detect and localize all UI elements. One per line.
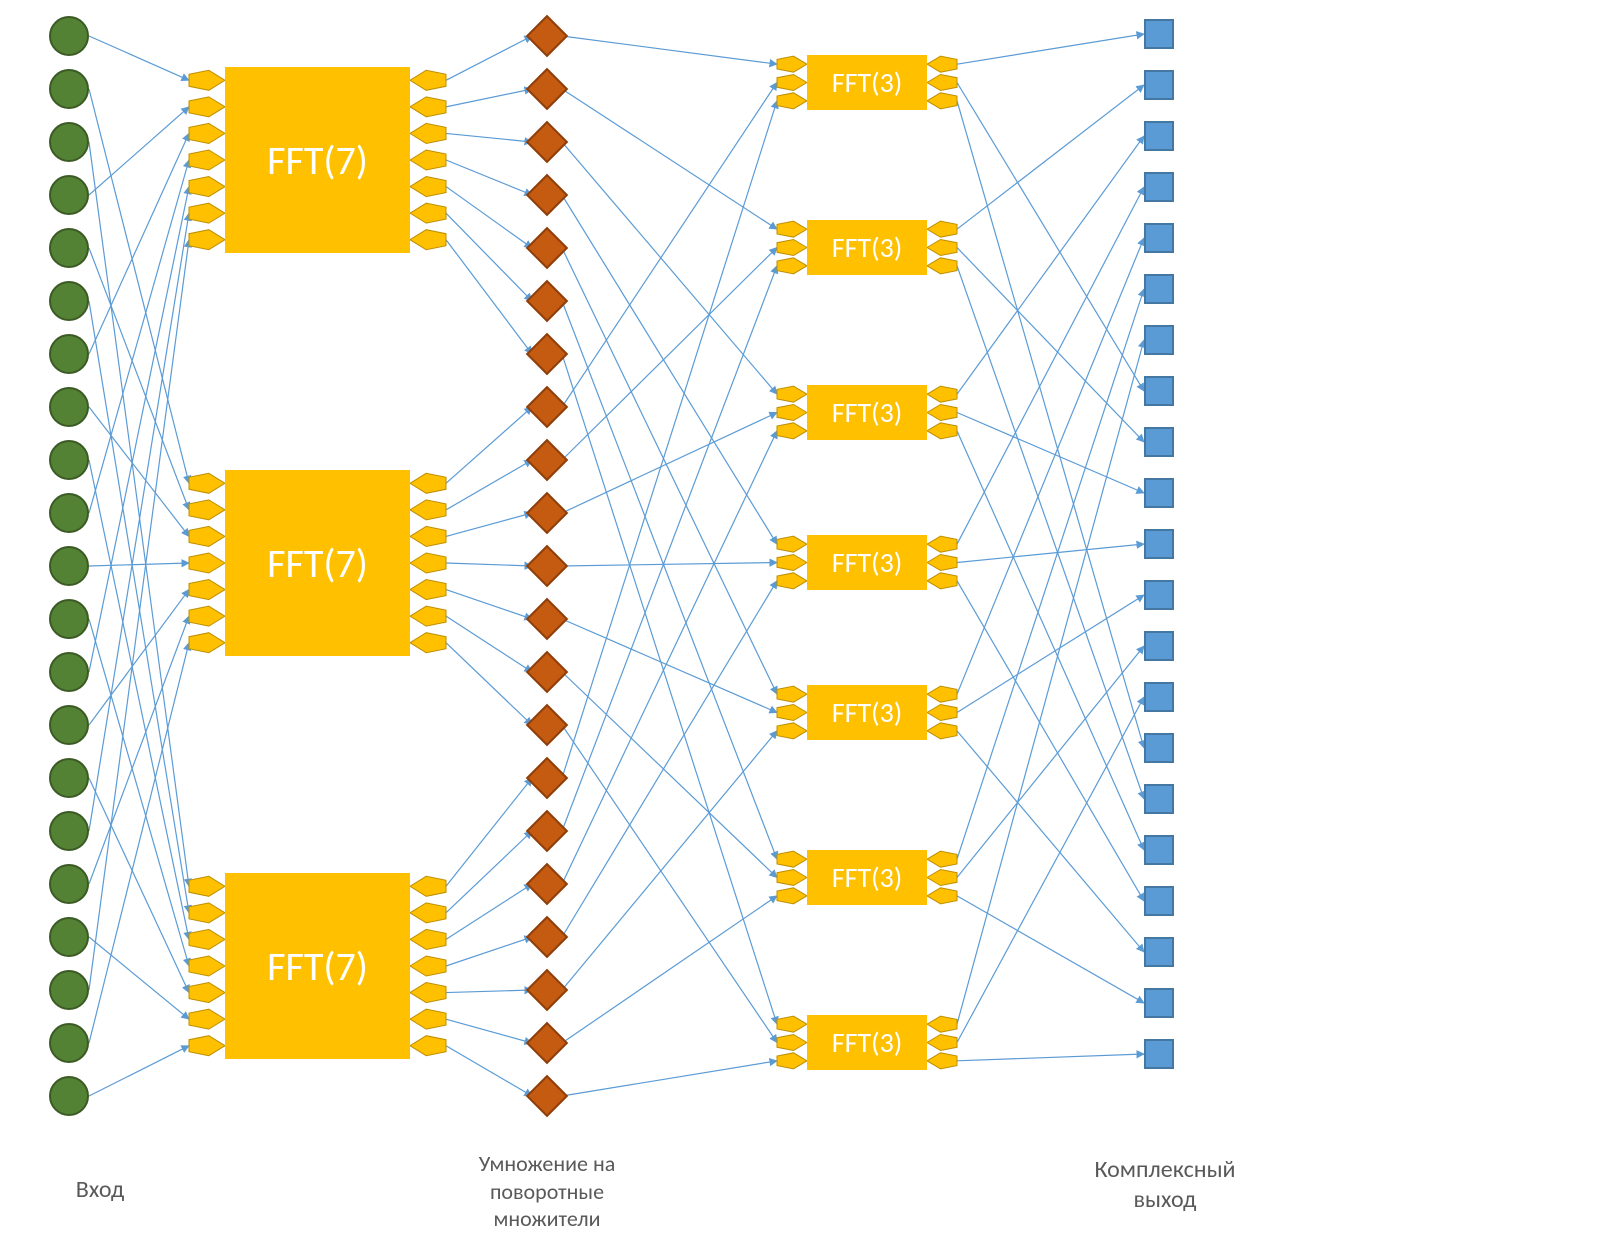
fft3-label: FFT(3) xyxy=(832,1025,903,1060)
twiddle-node xyxy=(526,15,568,57)
twiddle-node xyxy=(526,439,568,481)
fft3-box: FFT(3) xyxy=(807,685,927,740)
twiddle-node xyxy=(526,386,568,428)
output-node xyxy=(1144,529,1174,559)
output-node xyxy=(1144,580,1174,610)
fft3-label: FFT(3) xyxy=(832,545,903,580)
output-node xyxy=(1144,682,1174,712)
fft7-label: FFT(7) xyxy=(267,136,368,185)
input-node xyxy=(49,811,89,851)
twiddle-node xyxy=(526,174,568,216)
output-node xyxy=(1144,784,1174,814)
twiddle-node xyxy=(526,333,568,375)
twiddle-node xyxy=(526,280,568,322)
fft3-box: FFT(3) xyxy=(807,220,927,275)
twiddle-node xyxy=(526,916,568,958)
twiddle-node xyxy=(526,863,568,905)
fft7-box: FFT(7) xyxy=(225,873,410,1059)
input-node xyxy=(49,864,89,904)
output-node xyxy=(1144,988,1174,1018)
fft3-label: FFT(3) xyxy=(832,695,903,730)
fft7-label: FFT(7) xyxy=(267,539,368,588)
input-node xyxy=(49,652,89,692)
twiddle-node xyxy=(526,545,568,587)
fft3-box: FFT(3) xyxy=(807,55,927,110)
input-node xyxy=(49,387,89,427)
input-node xyxy=(49,69,89,109)
fft7-label: FFT(7) xyxy=(267,942,368,991)
input-node xyxy=(49,440,89,480)
output-node xyxy=(1144,19,1174,49)
input-node xyxy=(49,122,89,162)
output-node xyxy=(1144,70,1174,100)
twiddle-node xyxy=(526,651,568,693)
input-node xyxy=(49,599,89,639)
input-node xyxy=(49,334,89,374)
caption-input: Вход xyxy=(76,1175,124,1205)
input-node xyxy=(49,1023,89,1063)
input-node xyxy=(49,175,89,215)
twiddle-node xyxy=(526,1022,568,1064)
output-node xyxy=(1144,172,1174,202)
twiddle-node xyxy=(526,598,568,640)
fft7-box: FFT(7) xyxy=(225,470,410,656)
output-node xyxy=(1144,631,1174,661)
caption-twiddle: Умножение на поворотные множители xyxy=(479,1150,616,1233)
twiddle-node xyxy=(526,1075,568,1117)
input-node xyxy=(49,546,89,586)
twiddle-node xyxy=(526,969,568,1011)
fft3-label: FFT(3) xyxy=(832,395,903,430)
input-node xyxy=(49,228,89,268)
output-node xyxy=(1144,937,1174,967)
input-node xyxy=(49,281,89,321)
output-node xyxy=(1144,733,1174,763)
diagram-canvas: FFT(7) FFT(7) FFT(7) FFT(3) FFT(3) FFT(3) FFT(… xyxy=(0,0,1600,1254)
twiddle-node xyxy=(526,810,568,852)
output-node xyxy=(1144,427,1174,457)
output-node xyxy=(1144,1039,1174,1069)
input-node xyxy=(49,16,89,56)
input-node xyxy=(49,1076,89,1116)
twiddle-node xyxy=(526,227,568,269)
fft3-label: FFT(3) xyxy=(832,230,903,265)
output-node xyxy=(1144,835,1174,865)
fft3-box: FFT(3) xyxy=(807,1015,927,1070)
twiddle-node xyxy=(526,492,568,534)
input-node xyxy=(49,917,89,957)
fft3-box: FFT(3) xyxy=(807,385,927,440)
input-node xyxy=(49,493,89,533)
fft3-label: FFT(3) xyxy=(832,860,903,895)
output-node xyxy=(1144,121,1174,151)
input-node xyxy=(49,705,89,745)
output-node xyxy=(1144,325,1174,355)
output-node xyxy=(1144,223,1174,253)
fft3-label: FFT(3) xyxy=(832,65,903,100)
caption-output: Комплексный выход xyxy=(1094,1155,1235,1215)
fft7-box: FFT(7) xyxy=(225,67,410,253)
input-node xyxy=(49,758,89,798)
output-node xyxy=(1144,478,1174,508)
output-node xyxy=(1144,274,1174,304)
fft3-box: FFT(3) xyxy=(807,535,927,590)
twiddle-node xyxy=(526,704,568,746)
output-node xyxy=(1144,376,1174,406)
twiddle-node xyxy=(526,68,568,110)
twiddle-node xyxy=(526,757,568,799)
fft3-box: FFT(3) xyxy=(807,850,927,905)
input-node xyxy=(49,970,89,1010)
twiddle-node xyxy=(526,121,568,163)
output-node xyxy=(1144,886,1174,916)
